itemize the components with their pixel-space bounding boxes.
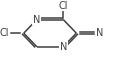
Text: Cl: Cl (58, 1, 68, 11)
Text: N: N (96, 28, 103, 38)
Text: Cl: Cl (0, 28, 9, 38)
Text: N: N (33, 15, 41, 24)
Text: N: N (59, 42, 67, 52)
